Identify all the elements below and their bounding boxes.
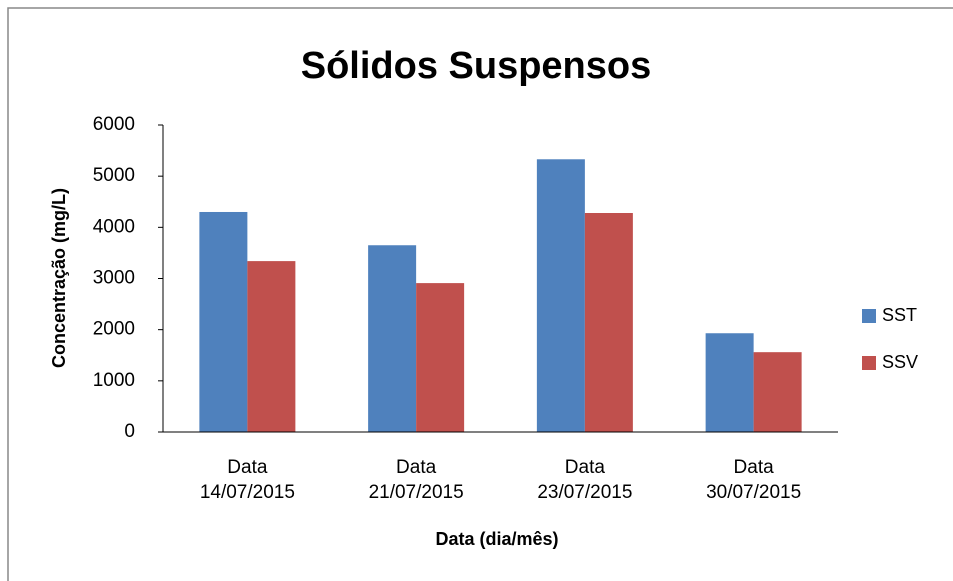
legend-swatch bbox=[862, 356, 876, 370]
bar bbox=[199, 211, 248, 432]
y-tick-label: 3000 bbox=[93, 268, 135, 289]
legend-swatch bbox=[862, 309, 876, 323]
y-tick-label: 2000 bbox=[93, 319, 135, 340]
y-tick-label: 4000 bbox=[93, 216, 135, 237]
bar bbox=[536, 159, 585, 432]
chart-frame bbox=[7, 7, 953, 581]
y-tick-label: 6000 bbox=[93, 114, 135, 135]
legend-label: SST bbox=[882, 305, 917, 325]
bar bbox=[416, 283, 465, 432]
chart-title: Sólidos Suspensos bbox=[301, 45, 652, 87]
x-axis-label: Data (dia/mês) bbox=[435, 529, 558, 549]
bar bbox=[705, 333, 754, 432]
legend-label: SSV bbox=[882, 352, 918, 372]
x-tick-label: Data 14/07/2015 bbox=[199, 457, 295, 503]
bar bbox=[753, 352, 802, 432]
y-tick-label: 5000 bbox=[93, 165, 135, 186]
y-axis-label: Concentração (mg/L) bbox=[49, 188, 69, 368]
bar bbox=[368, 245, 417, 432]
bar bbox=[247, 261, 296, 432]
x-tick-label: Data 21/07/2015 bbox=[368, 457, 464, 503]
x-tick-label: Data 30/07/2015 bbox=[706, 457, 802, 503]
y-tick-label: 0 bbox=[124, 421, 135, 442]
bar bbox=[584, 213, 633, 432]
x-tick-label: Data 23/07/2015 bbox=[537, 457, 633, 503]
y-tick-label: 1000 bbox=[93, 370, 135, 391]
